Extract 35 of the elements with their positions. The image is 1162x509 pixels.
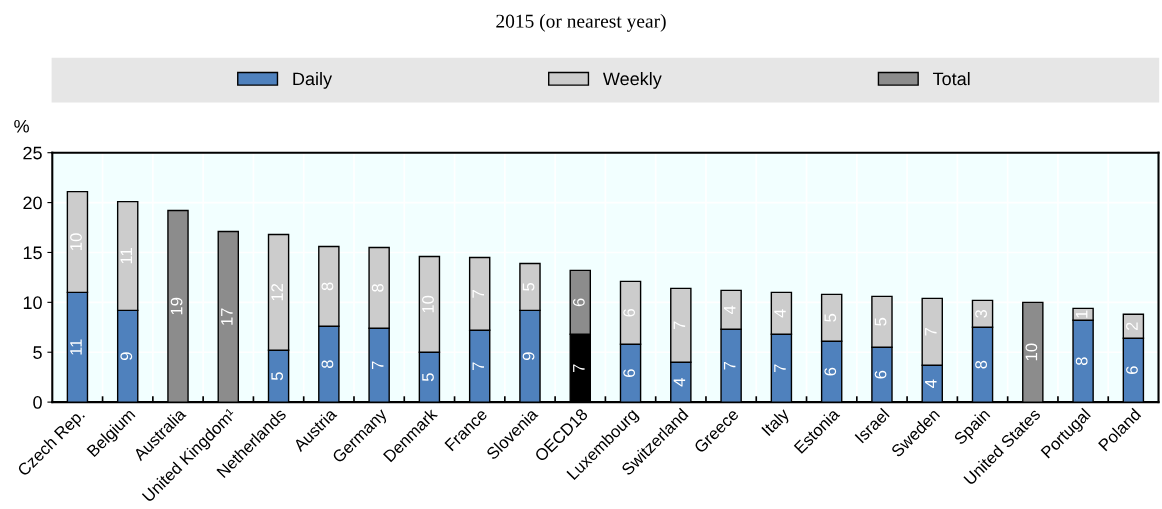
- data-label: 8: [1075, 357, 1088, 366]
- legend-label: Daily: [293, 72, 333, 89]
- data-label: 10: [1025, 343, 1038, 361]
- y-tick-label: 10: [23, 296, 42, 310]
- legend-label: Weekly: [602, 72, 662, 89]
- data-label: 5: [271, 372, 284, 381]
- data-label: 17: [221, 308, 233, 325]
- x-tick-label: Italy: [760, 406, 793, 439]
- data-label: 4: [673, 378, 686, 387]
- y-tick-label: 0: [33, 396, 42, 409]
- data-label: 6: [874, 370, 887, 379]
- data-label: 7: [774, 364, 786, 372]
- y-tick-label: 25: [23, 146, 42, 160]
- data-label: 9: [120, 352, 133, 361]
- data-label: 7: [371, 361, 384, 369]
- data-label: 6: [623, 369, 636, 377]
- data-label: 8: [321, 360, 334, 369]
- data-label: 7: [573, 364, 585, 372]
- data-label: 19: [170, 297, 183, 315]
- data-label: 7: [723, 361, 736, 370]
- y-axis-title: %: [14, 119, 29, 133]
- data-label: 5: [422, 373, 434, 382]
- y-tick-label: 15: [23, 246, 42, 260]
- data-label: 4: [925, 379, 937, 388]
- data-label: 6: [1126, 366, 1138, 374]
- y-tick-label: 20: [23, 196, 42, 210]
- legend-label: Total: [933, 72, 970, 86]
- chart-title: 2015 (or nearest year): [496, 14, 666, 32]
- data-label: 7: [472, 362, 484, 370]
- data-label: 6: [572, 298, 585, 307]
- data-label: 9: [522, 352, 535, 361]
- y-tick-label: 5: [33, 346, 42, 359]
- data-label: 8: [975, 360, 987, 369]
- data-label: 11: [70, 339, 82, 355]
- data-label: 6: [824, 367, 837, 376]
